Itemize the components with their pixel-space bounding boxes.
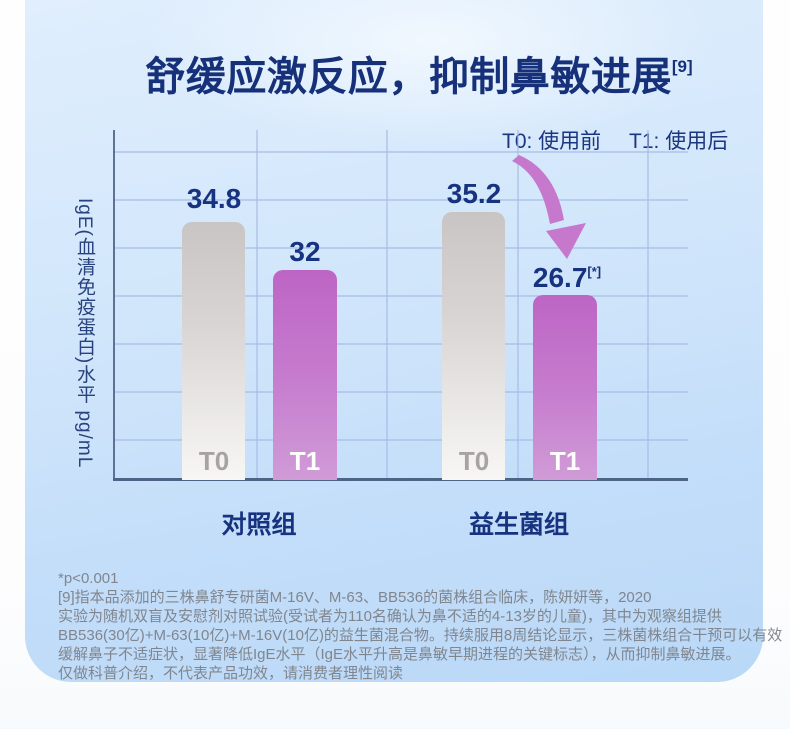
info-card: 舒缓应激反应，抑制鼻敏进展[9] T0: 使用前 T1: 使用后 <box>25 0 763 682</box>
decrease-arrow-icon <box>512 155 586 259</box>
bar-series-label-probiotic-t0: T0 <box>458 446 490 476</box>
value-label-probiotic-t1: 26.7[*] <box>533 262 601 294</box>
group-label-probiotic: 益生菌组 <box>468 511 570 539</box>
footnote-line-pvalue: *p<0.001 <box>58 570 119 587</box>
value-label-control-t1: 32 <box>289 236 321 267</box>
bar-series-label-control-t1: T1 <box>289 446 321 476</box>
legend-t0: T0: 使用前 <box>502 130 602 153</box>
significance-superscript: [*] <box>587 264 602 279</box>
value-probiotic-t1: 26.7 <box>532 262 588 293</box>
footnote: *p<0.001 [9]指本品添加的三株鼻舒专研菌M-16V、M-63、BB53… <box>58 569 782 683</box>
bar-control-t1 <box>273 270 337 480</box>
footnote-line-disclaimer: 仅做科普介绍，不代表产品功效，请消费者理性阅读 <box>58 665 404 682</box>
title-reference-superscript: [9] <box>671 57 693 76</box>
bar-probiotic-t0 <box>442 212 505 480</box>
group-label-control: 对照组 <box>221 511 297 539</box>
legend-t1: T1: 使用后 <box>629 130 729 153</box>
bar-control-t0 <box>182 222 245 480</box>
footnote-line: BB536(30亿)+M-63(10亿)+M-16V(10亿)的益生菌混合物。持… <box>58 627 783 644</box>
bar-probiotic-t1 <box>533 295 597 480</box>
bar-series-label-control-t0: T0 <box>198 446 230 476</box>
value-label-probiotic-t0: 35.2 <box>446 178 502 209</box>
value-label-control-t0: 34.8 <box>186 183 242 214</box>
footnote-line: 实验为随机双盲及安慰剂对照试验(受试者为110名确认为鼻不适的4-13岁的儿童)… <box>58 608 722 625</box>
y-axis-label: IgE(血清免疫蛋白)水平 pg/mL <box>74 198 95 469</box>
page-title-text: 舒缓应激反应，抑制鼻敏进展 <box>145 55 672 99</box>
footnote-line: [9]指本品添加的三株鼻舒专研菌M-16V、M-63、BB536的菌株组合临床，… <box>58 589 652 606</box>
chart-grid <box>113 130 688 481</box>
bar-series-label-probiotic-t1: T1 <box>549 446 581 476</box>
page-title: 舒缓应激反应，抑制鼻敏进展[9] <box>50 44 788 102</box>
chart-legend: T0: 使用前 T1: 使用后 <box>502 125 728 155</box>
footnote-line: 缓解鼻子不适症状，显著降低IgE水平（IgE水平升高是鼻敏早期进程的关键标志），… <box>58 646 741 663</box>
